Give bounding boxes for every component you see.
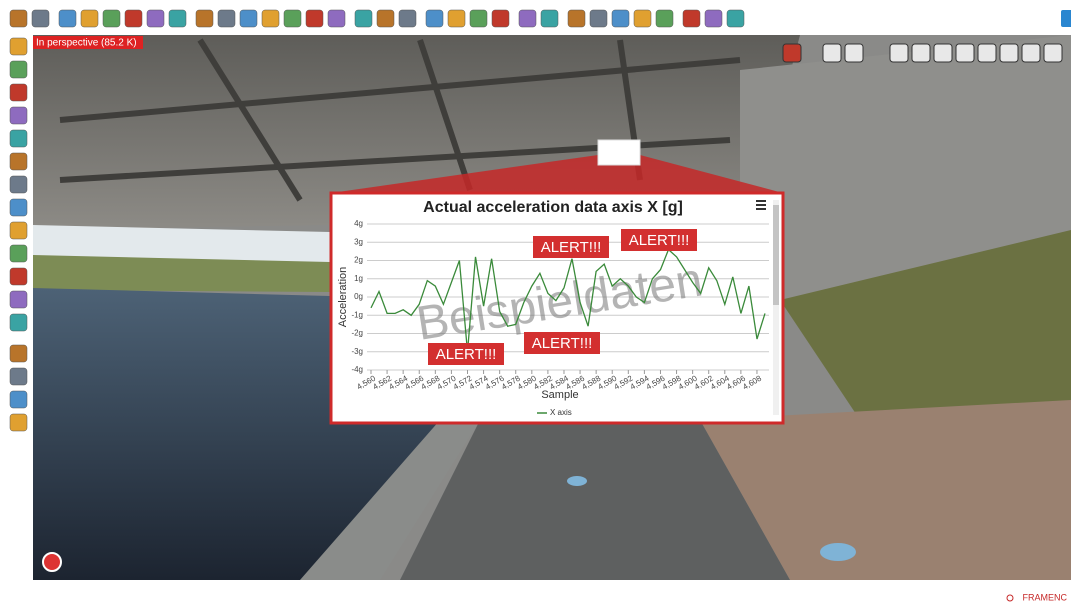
overlay-button[interactable] xyxy=(1044,44,1062,62)
side-button[interactable] xyxy=(10,291,27,308)
toolbar-button[interactable] xyxy=(470,10,487,27)
alert-label: ALERT!!! xyxy=(629,232,690,249)
side-button[interactable] xyxy=(10,107,27,124)
side-button[interactable] xyxy=(10,345,27,362)
legend-label: X axis xyxy=(550,408,572,417)
side-button[interactable] xyxy=(10,153,27,170)
side-button[interactable] xyxy=(10,414,27,431)
perspective-label: In perspective (85.2 K) xyxy=(36,38,137,49)
side-button[interactable] xyxy=(10,314,27,331)
side-button[interactable] xyxy=(10,61,27,78)
toolbar-button[interactable] xyxy=(634,10,651,27)
y-tick-label: 3g xyxy=(354,237,363,246)
chart-title: Actual acceleration data axis X [g] xyxy=(423,199,683,216)
toolbar-button[interactable] xyxy=(590,10,607,27)
overlay-button[interactable] xyxy=(912,44,930,62)
y-tick-label: -1g xyxy=(351,310,363,319)
overlay-button[interactable] xyxy=(978,44,996,62)
record-button[interactable] xyxy=(43,553,61,571)
overlay-button[interactable] xyxy=(890,44,908,62)
toolbar-button[interactable] xyxy=(519,10,536,27)
overlay-button[interactable] xyxy=(1022,44,1040,62)
toolbar-button[interactable] xyxy=(103,10,120,27)
toolbar-button[interactable] xyxy=(399,10,416,27)
alert-label: ALERT!!! xyxy=(541,239,602,256)
toolbar-button[interactable] xyxy=(218,10,235,27)
x-axis-title: Sample xyxy=(541,389,578,401)
footer-brand: FRAMENC xyxy=(1023,592,1068,602)
side-button[interactable] xyxy=(10,176,27,193)
side-button[interactable] xyxy=(10,391,27,408)
app: In perspective (85.2 K) Actual accelerat… xyxy=(0,0,1071,605)
toolbar-button[interactable] xyxy=(147,10,164,27)
toolbar-button[interactable] xyxy=(32,10,49,27)
toolbar-button[interactable] xyxy=(426,10,443,27)
overlay-button[interactable] xyxy=(845,44,863,62)
toolbar-button[interactable] xyxy=(377,10,394,27)
overlay-button[interactable] xyxy=(783,44,801,62)
toolbar-button[interactable] xyxy=(683,10,700,27)
toolbar-button[interactable] xyxy=(705,10,722,27)
y-tick-label: -3g xyxy=(351,347,363,356)
toolbar-button[interactable] xyxy=(284,10,301,27)
y-tick-label: 2g xyxy=(354,256,363,265)
toolbar-button[interactable] xyxy=(355,10,372,27)
toolbar-button[interactable] xyxy=(10,10,27,27)
toolbar-button[interactable] xyxy=(125,10,142,27)
side-button[interactable] xyxy=(10,368,27,385)
side-button[interactable] xyxy=(10,268,27,285)
toolbar-button[interactable] xyxy=(240,10,257,27)
overlay-button[interactable] xyxy=(956,44,974,62)
y-tick-label: 0g xyxy=(354,292,363,301)
page: In perspective (85.2 K) Actual accelerat… xyxy=(0,0,1071,605)
side-button[interactable] xyxy=(10,38,27,55)
toolbar-button[interactable] xyxy=(448,10,465,27)
alert-label: ALERT!!! xyxy=(436,346,497,363)
side-button[interactable] xyxy=(10,84,27,101)
toolbar-button[interactable] xyxy=(59,10,76,27)
toolbar-button[interactable] xyxy=(169,10,186,27)
toolbar-button[interactable] xyxy=(81,10,98,27)
y-tick-label: 4g xyxy=(354,219,363,228)
toolbar-button[interactable] xyxy=(541,10,558,27)
info-button[interactable] xyxy=(1061,10,1071,27)
y-tick-label: -4g xyxy=(351,365,363,374)
toolbar-button[interactable] xyxy=(306,10,323,27)
side-button[interactable] xyxy=(10,130,27,147)
overlay-button[interactable] xyxy=(823,44,841,62)
toolbar-button[interactable] xyxy=(492,10,509,27)
toolbar-button[interactable] xyxy=(262,10,279,27)
side-button[interactable] xyxy=(10,245,27,262)
y-axis-title: Acceleration xyxy=(337,267,349,328)
y-tick-label: -2g xyxy=(351,329,363,338)
toolbar-button[interactable] xyxy=(196,10,213,27)
overlay-button[interactable] xyxy=(1000,44,1018,62)
toolbar-button[interactable] xyxy=(656,10,673,27)
side-button[interactable] xyxy=(10,199,27,216)
side-button[interactable] xyxy=(10,222,27,239)
toolbar-button[interactable] xyxy=(328,10,345,27)
overlay-button[interactable] xyxy=(934,44,952,62)
toolbar-button[interactable] xyxy=(568,10,585,27)
alert-label: ALERT!!! xyxy=(532,335,593,352)
toolbar-button[interactable] xyxy=(612,10,629,27)
toolbar-button[interactable] xyxy=(727,10,744,27)
y-tick-label: 1g xyxy=(354,274,363,283)
